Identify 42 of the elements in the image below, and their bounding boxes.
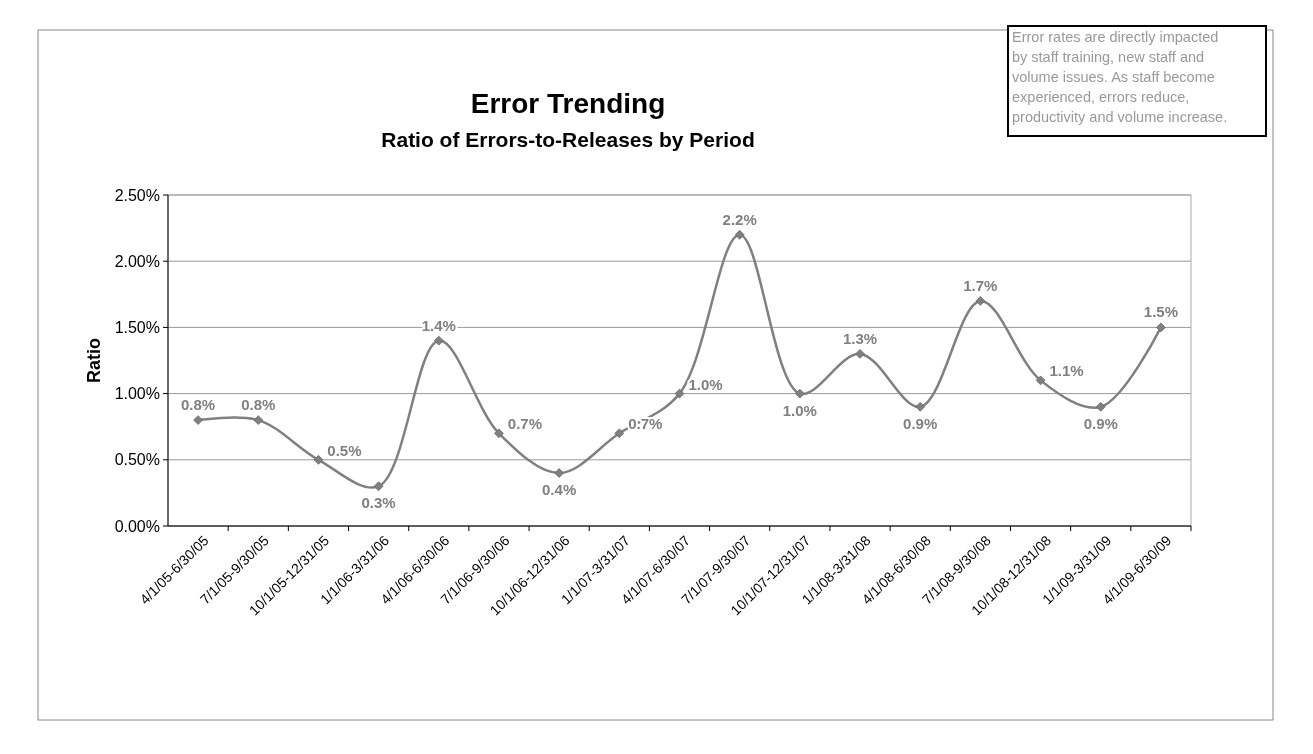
y-tick-label: 2.50% [114,186,160,204]
data-label: 0.9% [1083,414,1118,432]
data-label: 1.7% [963,276,998,294]
point [494,428,504,439]
data-label: 0.3% [361,494,396,512]
y-tick-label: 0.50% [114,451,160,469]
chart-subtitle: Ratio of Errors-to-Releases by Period [381,128,755,151]
data-label: 0.7% [507,415,543,433]
data-label: 0.8% [241,396,276,414]
data-label: 0.5% [327,441,362,459]
point [855,349,865,359]
point [734,229,745,240]
point [1156,322,1166,333]
data-label: 0.4% [542,481,577,499]
data-label: 0.9% [903,414,938,432]
y-tick-label: 0.00% [114,517,160,535]
y-tick-label: 1.50% [114,319,160,336]
data-label: 1.0% [782,401,817,419]
point [554,468,564,478]
point [915,402,926,412]
data-label: 1.0% [688,375,723,393]
point [1035,375,1046,386]
point [674,388,685,399]
y-tick-label: 1.00% [114,385,160,403]
point [975,296,986,306]
text: Error rates are directly impacted by staff training, new staff and volume issues. As staff become experienced, errors reduce, productivity and volume increase. [1012,29,1228,125]
data-label: 1.3% [842,329,878,347]
point [614,428,625,439]
point [313,454,324,465]
point [795,388,805,399]
point [373,481,384,492]
point [1095,402,1106,412]
chart-title: Error Trending [470,88,666,119]
y-tick-label: 2.00% [114,252,160,270]
data-label: 1.5% [1143,303,1179,321]
data-label: 1.1% [1049,362,1084,380]
data-label: 0.8% [180,396,216,414]
data-label: 2.2% [722,210,757,228]
point [433,335,444,346]
point [193,415,203,425]
point [253,415,264,425]
y-axis-title: Ratio [84,338,104,383]
